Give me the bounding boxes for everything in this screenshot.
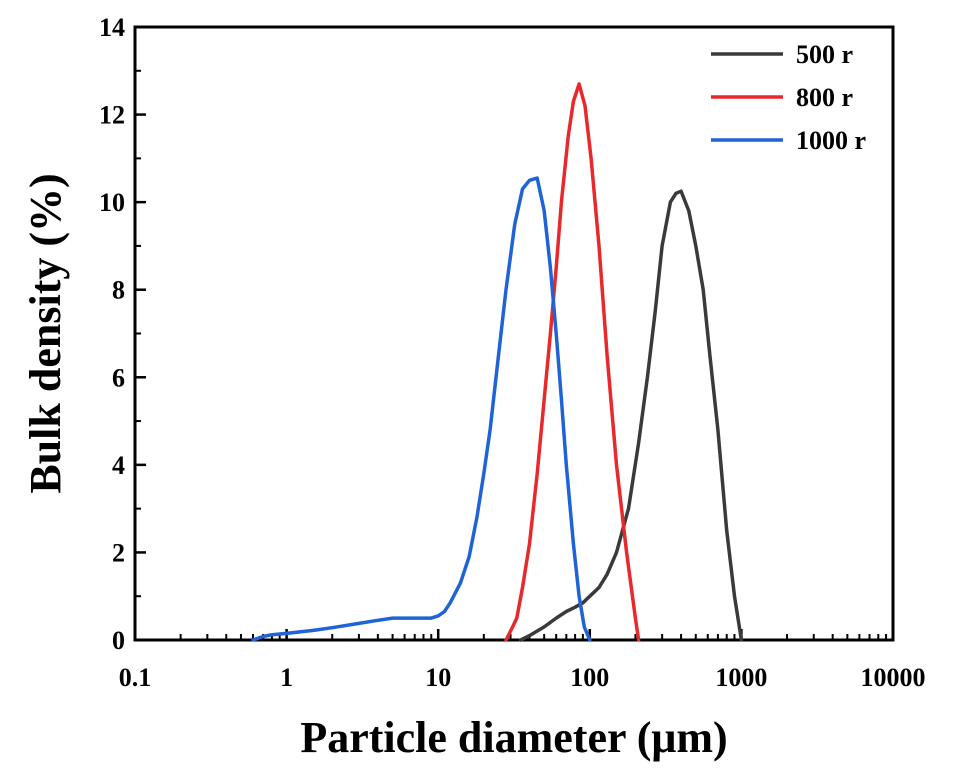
x-tick-label: 100 bbox=[570, 663, 609, 692]
x-tick-label: 0.1 bbox=[119, 663, 152, 692]
y-tick-label: 8 bbox=[112, 276, 125, 305]
x-axis-title: Particle diameter (μm) bbox=[300, 713, 727, 762]
legend: 500 r 800 r 1000 r bbox=[711, 40, 866, 155]
series-line-500-r bbox=[518, 189, 744, 642]
series-line-1000-r bbox=[251, 176, 592, 642]
legend-label-800-r: 800 r bbox=[796, 83, 853, 112]
y-tick-label: 4 bbox=[112, 451, 125, 480]
y-tick-label: 14 bbox=[99, 13, 125, 42]
plot-frame bbox=[133, 25, 895, 642]
legend-label-500-r: 500 r bbox=[796, 40, 853, 69]
x-tick-label: 10000 bbox=[861, 663, 926, 692]
x-tick-label: 1 bbox=[280, 663, 293, 692]
series-lines bbox=[251, 82, 744, 642]
y-axis: 0 2 4 6 8 10 12 14 bbox=[99, 13, 146, 655]
y-tick-label: 12 bbox=[99, 101, 125, 130]
y-tick-label: 0 bbox=[112, 626, 125, 655]
y-tick-label: 10 bbox=[99, 188, 125, 217]
y-tick-label: 2 bbox=[112, 538, 125, 567]
y-tick-label: 6 bbox=[112, 363, 125, 392]
x-tick-label: 10 bbox=[425, 663, 451, 692]
x-tick-label: 1000 bbox=[715, 663, 767, 692]
series-line-800-r bbox=[504, 82, 641, 642]
legend-label-1000-r: 1000 r bbox=[796, 126, 866, 155]
y-axis-title: Bulk density (%) bbox=[21, 173, 70, 493]
